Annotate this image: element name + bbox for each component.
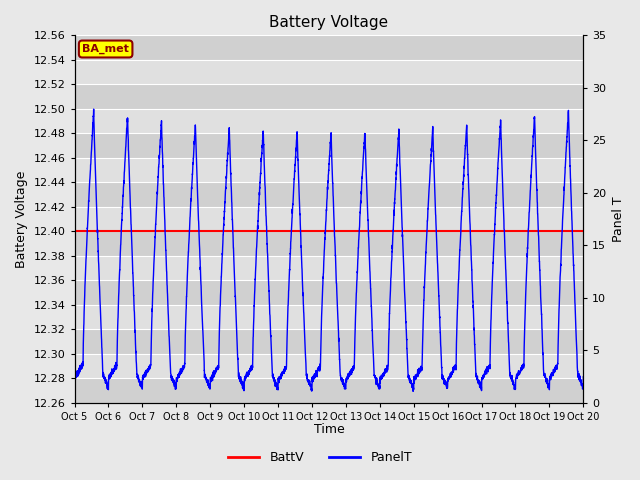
Bar <box>75 36 583 60</box>
Y-axis label: Panel T: Panel T <box>612 196 625 242</box>
Bar <box>75 60 583 84</box>
Bar <box>75 231 583 256</box>
Bar <box>75 109 583 133</box>
Title: Battery Voltage: Battery Voltage <box>269 15 388 30</box>
Bar <box>75 256 583 280</box>
X-axis label: Time: Time <box>314 423 344 436</box>
Bar <box>75 182 583 207</box>
Y-axis label: Battery Voltage: Battery Voltage <box>15 170 28 268</box>
Bar <box>75 158 583 182</box>
Legend: BattV, PanelT: BattV, PanelT <box>223 446 417 469</box>
Bar <box>75 378 583 403</box>
Bar <box>75 305 583 329</box>
Bar <box>75 133 583 158</box>
Bar <box>75 329 583 354</box>
Bar <box>75 84 583 109</box>
Bar <box>75 207 583 231</box>
Text: BA_met: BA_met <box>82 44 129 54</box>
Bar <box>75 280 583 305</box>
Bar <box>75 354 583 378</box>
